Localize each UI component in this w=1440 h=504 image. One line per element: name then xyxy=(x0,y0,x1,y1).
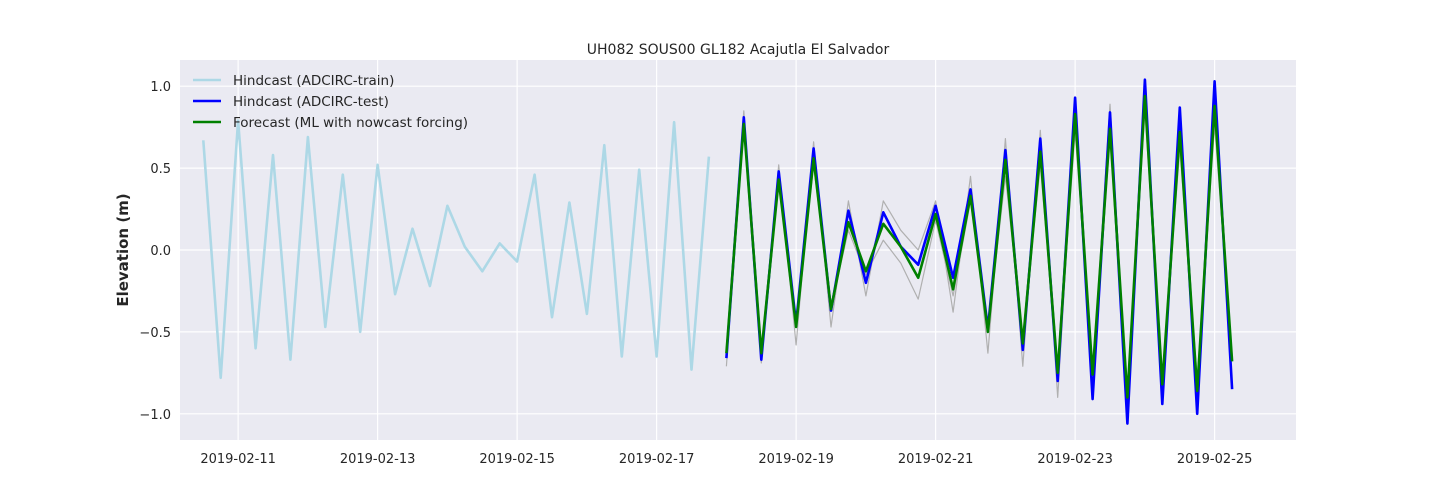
series-line-hindcast-adcirc-train xyxy=(202,119,711,380)
y-tick-label: 0.5 xyxy=(150,162,171,177)
x-tick-label: 2019-02-11 xyxy=(200,452,276,467)
y-tick-label: 0.0 xyxy=(150,244,171,259)
y-tick-labels: 1.0 0.5 0.0 −0.5 −1.0 xyxy=(139,80,171,423)
x-tick-label: 2019-02-17 xyxy=(619,452,695,467)
y-tick-label: −1.0 xyxy=(139,408,171,423)
x-tick-labels: 2019-02-11 2019-02-13 2019-02-15 2019-02-17… xyxy=(200,452,1252,467)
legend: Hindcast (ADCIRC-train) Hindcast (ADCIRC-… xyxy=(193,73,468,131)
legend-label: Forecast (ML with nowcast forcing) xyxy=(233,115,468,131)
y-tick-label: −0.5 xyxy=(139,326,171,341)
y-tick-label: 1.0 xyxy=(150,80,171,95)
x-tick-label: 2019-02-19 xyxy=(758,452,834,467)
x-tick-label: 2019-02-25 xyxy=(1177,452,1253,467)
x-tick-label: 2019-02-23 xyxy=(1037,452,1113,467)
series-layer xyxy=(202,78,1234,425)
series-line-forecast-ml-with-nowcast-forcing xyxy=(725,94,1234,399)
grid-lines xyxy=(180,60,1296,440)
x-tick-label: 2019-02-21 xyxy=(898,452,974,467)
y-axis-label: Elevation (m) xyxy=(114,193,132,306)
legend-label: Hindcast (ADCIRC-train) xyxy=(233,73,394,89)
x-tick-label: 2019-02-15 xyxy=(479,452,555,467)
chart-title: UH082 SOUS00 GL182 Acajutla El Salvador xyxy=(587,42,890,58)
legend-label: Hindcast (ADCIRC-test) xyxy=(233,94,389,110)
x-tick-label: 2019-02-13 xyxy=(340,452,416,467)
